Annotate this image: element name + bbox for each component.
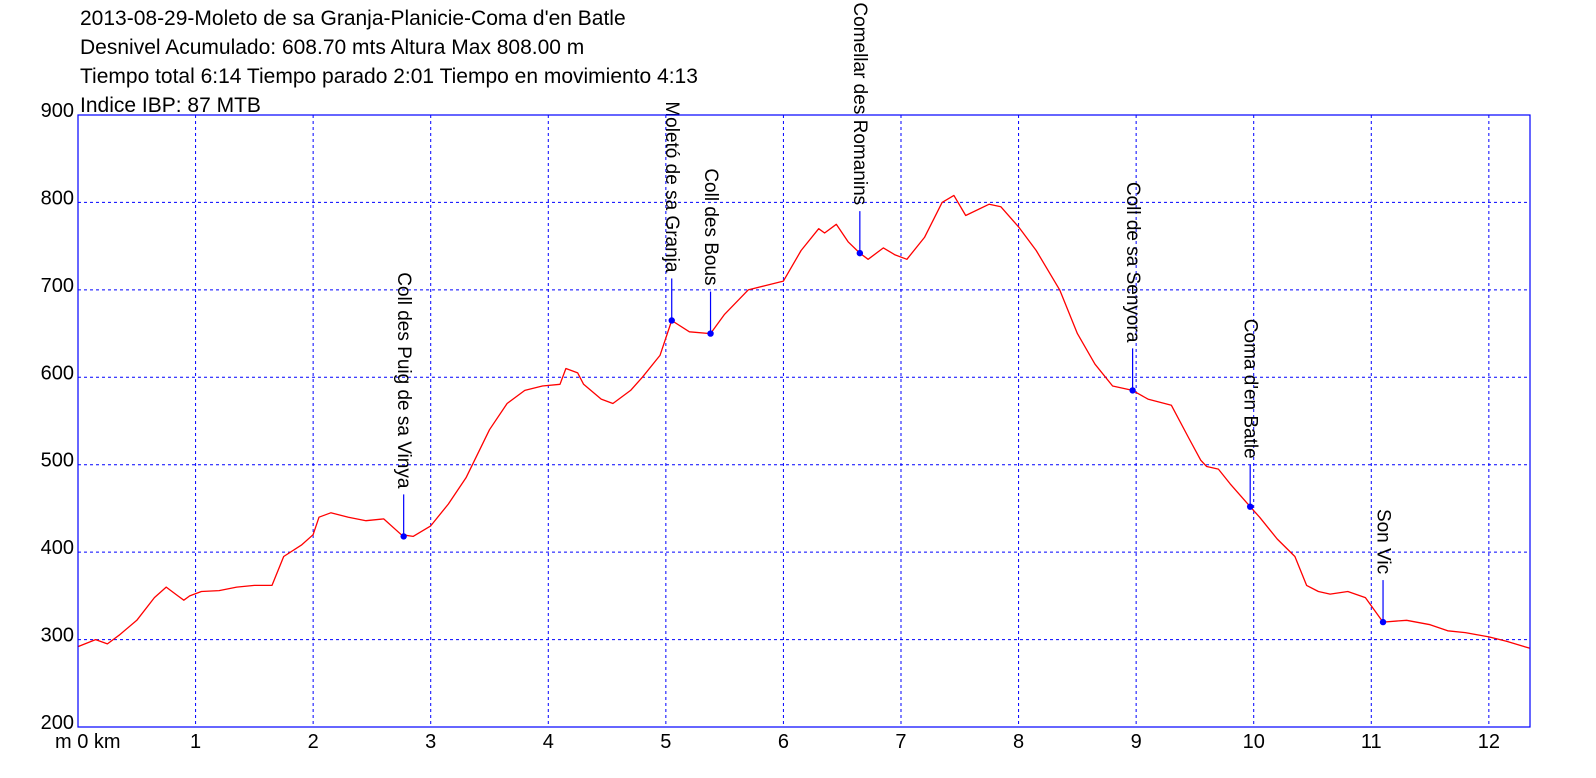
y-tick-label: 200 xyxy=(41,712,74,734)
chart-header: 2013-08-29-Moleto de sa Granja-Planicie-… xyxy=(80,4,698,120)
waypoint-dot xyxy=(707,330,714,337)
waypoint-dot xyxy=(856,249,864,257)
x-tick-label: 4 xyxy=(543,731,554,753)
elevation-profile-line xyxy=(77,194,1531,649)
ibp-index: Indice IBP: 87 MTB xyxy=(80,94,261,117)
waypoint-label: Coll des Puig de sa Vinya xyxy=(393,272,414,489)
waypoint-label: Coma d'en Batle xyxy=(1240,319,1261,459)
y-tick-label: 900 xyxy=(41,100,74,122)
y-axis-ticks: 200 300 400 500 600 700 800 900 xyxy=(41,100,74,734)
waypoint-label: Son Vic xyxy=(1372,509,1393,574)
waypoint-dot xyxy=(668,317,675,324)
y-tick-label: 800 xyxy=(41,187,74,209)
waypoint-label: Moletó de sa Granja xyxy=(661,101,682,273)
grid xyxy=(78,115,1530,727)
x-axis-ticks: 1 2 3 4 5 6 7 8 9 10 11 12m 0 km xyxy=(55,731,1500,753)
plot-frame xyxy=(77,114,1531,728)
x-tick-label: 6 xyxy=(778,731,789,753)
x-origin-label: m 0 km xyxy=(55,731,121,753)
waypoint: Coll de sa Senyora xyxy=(1122,182,1143,394)
waypoint-dot xyxy=(1379,618,1387,626)
x-tick-label: 7 xyxy=(895,731,906,753)
waypoint: Comellar des Romanins xyxy=(849,2,870,257)
waypoints: Coll des Puig de sa Vinya Moletó de sa Gr… xyxy=(393,2,1393,626)
x-tick-label: 8 xyxy=(1013,731,1024,753)
waypoint-label: Coll de sa Senyora xyxy=(1122,182,1143,343)
elevation-summary: Desnivel Acumulado: 608.70 mts Altura Ma… xyxy=(80,36,585,59)
x-tick-label: 11 xyxy=(1361,731,1382,753)
waypoint-dot xyxy=(1246,503,1254,510)
waypoint-dot xyxy=(1129,387,1136,394)
y-tick-label: 300 xyxy=(41,625,74,647)
chart-title: 2013-08-29-Moleto de sa Granja-Planicie-… xyxy=(80,7,626,30)
x-tick-label: 10 xyxy=(1243,731,1265,753)
profile-series xyxy=(77,194,1531,649)
x-tick-label: 12 xyxy=(1478,731,1500,753)
waypoint: Coll des Puig de sa Vinya xyxy=(393,272,414,540)
y-tick-label: 500 xyxy=(41,450,74,472)
waypoint: Coma d'en Batle xyxy=(1240,319,1261,510)
x-tick-label: 5 xyxy=(660,731,671,753)
waypoint-label: Comellar des Romanins xyxy=(849,2,870,205)
y-tick-label: 600 xyxy=(41,362,74,384)
x-tick-label: 3 xyxy=(425,731,436,753)
y-tick-label: 400 xyxy=(41,537,74,559)
waypoint: Son Vic xyxy=(1372,509,1393,626)
waypoint: Coll des Bous xyxy=(700,168,721,337)
x-tick-label: 9 xyxy=(1131,731,1142,753)
x-tick-label: 1 xyxy=(190,731,201,753)
waypoint-dot xyxy=(400,533,407,540)
x-tick-label: 2 xyxy=(308,731,319,753)
y-tick-label: 700 xyxy=(41,275,74,297)
time-summary: Tiempo total 6:14 Tiempo parado 2:01 Tie… xyxy=(80,65,698,88)
waypoint-label: Coll des Bous xyxy=(700,168,721,285)
waypoint: Moletó de sa Granja xyxy=(661,101,682,324)
